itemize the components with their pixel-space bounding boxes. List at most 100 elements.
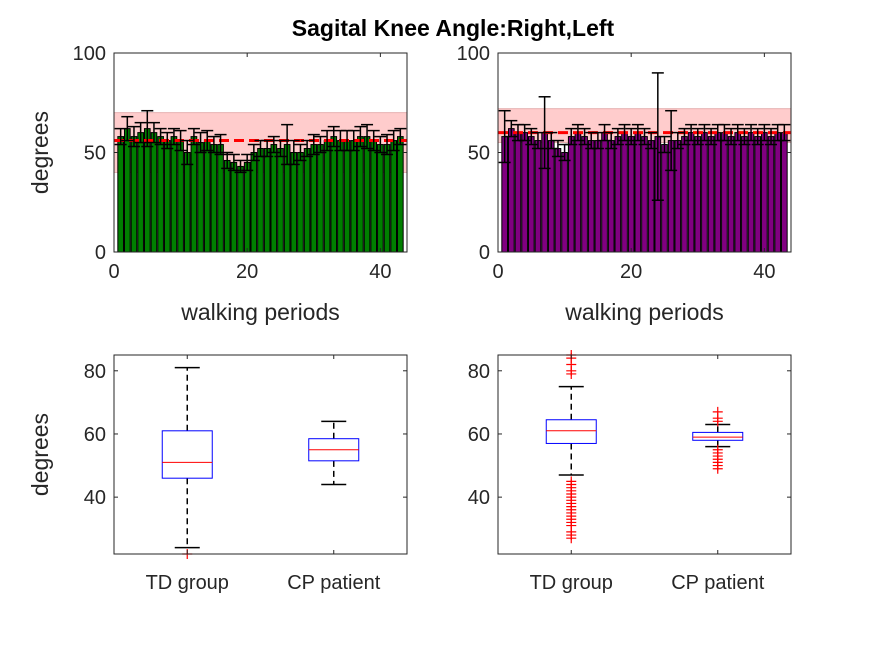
plot-area (498, 355, 791, 554)
category-label: CP patient (671, 572, 764, 594)
bar (163, 140, 171, 253)
y-tick-label: 0 (479, 242, 490, 264)
bar (190, 136, 198, 253)
bar (754, 136, 762, 253)
bar (223, 159, 231, 253)
bar (303, 148, 311, 253)
charts: 0 20 40 walking periods 0 50 100 degrees 0 20 40 wa… (27, 43, 792, 594)
bar (534, 140, 542, 253)
y-tick-label: 100 (73, 43, 106, 65)
outlier-marker (712, 444, 723, 455)
bar (217, 144, 224, 253)
bar (197, 142, 204, 253)
bar (634, 132, 642, 253)
bar (647, 140, 655, 253)
bar (310, 144, 318, 253)
outlier-marker (566, 476, 577, 487)
bar (397, 136, 404, 253)
bar (117, 136, 124, 253)
bar (694, 136, 702, 253)
bar (601, 132, 608, 253)
bar (230, 161, 238, 253)
box (161, 430, 213, 479)
bar (567, 136, 575, 253)
y-tick-label: 80 (468, 361, 490, 383)
category-label: TD group (146, 572, 229, 594)
x-axis-label: walking periods (564, 299, 724, 325)
bar (641, 136, 648, 253)
bar (130, 136, 138, 253)
bar (370, 140, 378, 253)
x-tick-label: 0 (108, 261, 119, 283)
bar (621, 132, 628, 253)
bar (257, 148, 264, 253)
bar (350, 140, 358, 253)
y-tick-label: 50 (468, 143, 490, 165)
box (692, 431, 744, 441)
y-axis-label: degrees (27, 413, 53, 496)
bar (137, 132, 144, 253)
bar (614, 136, 622, 253)
bar (183, 152, 191, 253)
bar (767, 136, 775, 253)
outlier-marker (712, 406, 723, 417)
chart-right-distribution: TD group CP patient 40 60 80 degrees (27, 354, 408, 594)
bar (607, 140, 615, 253)
y-tick-label: 80 (84, 361, 106, 383)
y-tick-label: 50 (84, 143, 106, 165)
category-label: TD group (530, 572, 613, 594)
bar (721, 132, 728, 253)
bar (547, 140, 555, 253)
bar (323, 140, 331, 253)
bar (781, 132, 788, 253)
bar (574, 132, 582, 253)
y-tick-label: 40 (468, 487, 490, 509)
bar (554, 148, 562, 253)
x-tick-label: 20 (236, 261, 258, 283)
bar (157, 136, 164, 253)
bar (774, 132, 782, 253)
bar (390, 140, 398, 253)
axes-frame (113, 354, 408, 555)
bar (337, 140, 344, 253)
bar (747, 132, 755, 253)
bar (377, 144, 384, 253)
bar (250, 152, 258, 253)
bar (561, 152, 568, 253)
axes-frame (497, 354, 792, 555)
bar (243, 161, 251, 253)
y-tick-label: 60 (468, 424, 490, 446)
bar (727, 136, 735, 253)
x-axis-label: walking periods (180, 299, 340, 325)
bar (674, 140, 682, 253)
bar (514, 132, 522, 253)
bar (661, 144, 668, 253)
bar (741, 136, 748, 253)
bar (317, 144, 324, 253)
bar (330, 136, 338, 253)
y-tick-label: 100 (457, 43, 490, 65)
bar (507, 128, 515, 253)
category-label: CP patient (287, 572, 380, 594)
plot-area (114, 355, 407, 554)
bar (290, 152, 298, 253)
bar (210, 144, 218, 253)
axes-frame (497, 52, 792, 253)
bar (687, 132, 695, 253)
y-tick-label: 0 (95, 242, 106, 264)
bar (297, 152, 304, 253)
bar (343, 140, 351, 253)
bar (527, 136, 535, 253)
bar (383, 144, 391, 253)
chart-right: 0 20 40 walking periods 0 50 100 degrees (27, 43, 408, 325)
bar (203, 140, 211, 253)
x-tick-label: 20 (620, 261, 642, 283)
bar (594, 140, 602, 253)
bar (521, 132, 528, 253)
bar (761, 132, 768, 253)
bar (734, 132, 742, 253)
figure-title: Sagital Knee Angle:Right,Left (292, 15, 615, 41)
x-tick-label: 0 (492, 261, 503, 283)
y-tick-label: 60 (84, 424, 106, 446)
